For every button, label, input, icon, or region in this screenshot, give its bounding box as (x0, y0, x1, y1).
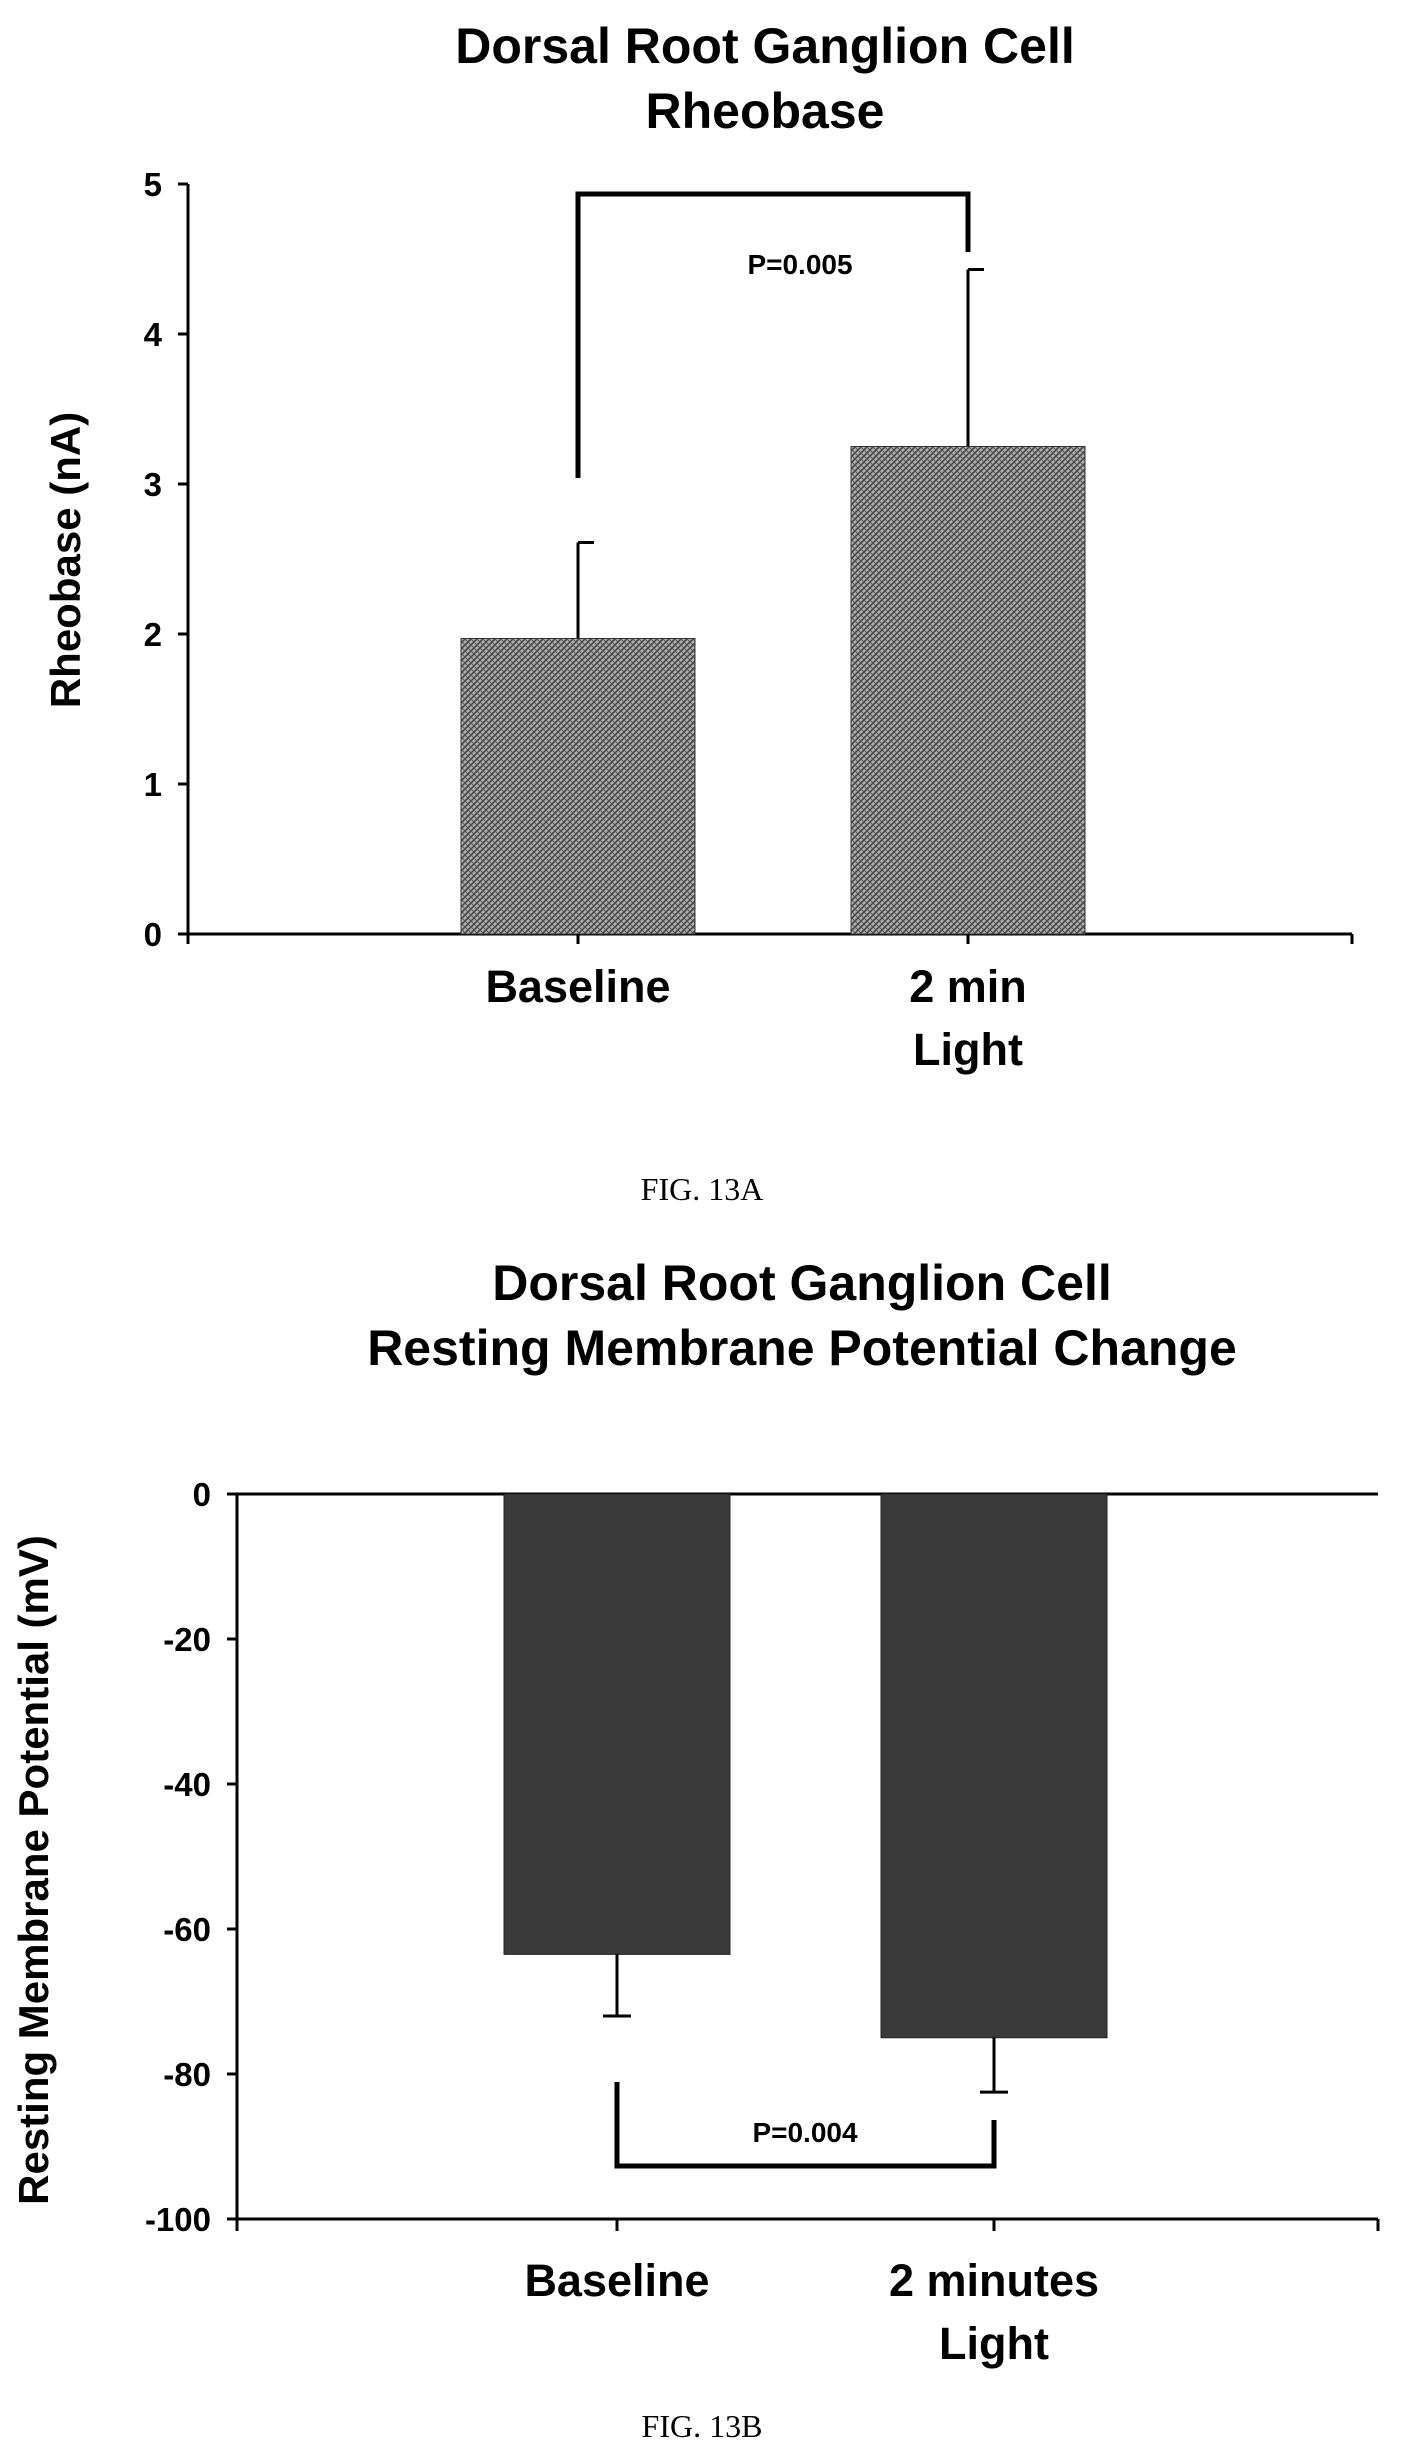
chart-b-y-tick-label: -80 (163, 2056, 211, 2093)
chart-b-bar (880, 1493, 1108, 2039)
chart-a-category-label: Light (913, 1024, 1023, 1075)
chart-a-significance-bracket (575, 191, 971, 478)
chart-a-y-tick-label: 3 (144, 466, 162, 503)
chart-a-category-label: 2 min (909, 961, 1027, 1012)
chart-b-significance-bracket (614, 2082, 997, 2169)
chart-a-category-label: Baseline (485, 961, 670, 1012)
chart-a-title-line-2: Rheobase (646, 83, 885, 139)
chart-a-bar (460, 638, 696, 935)
figure-a-caption: FIG. 13A (641, 1171, 764, 1207)
chart-b-title-line-1: Dorsal Root Ganglion Cell (492, 1255, 1111, 1311)
chart-a-y-tick-label: 1 (144, 766, 162, 803)
chart-b-y-axis-label: Resting Membrane Potential (mV) (10, 1535, 57, 2205)
chart-a-bar (850, 446, 1086, 935)
chart-resting-membrane-potential: Dorsal Root Ganglion Cell Resting Membra… (10, 1255, 1380, 2444)
chart-b-bar (503, 1493, 731, 1955)
chart-b-y-tick-label: -60 (163, 1911, 211, 1948)
chart-rheobase: Dorsal Root Ganglion Cell Rheobase Rheob… (42, 18, 1354, 1207)
chart-a-y-tick-label: 4 (144, 316, 163, 353)
chart-a-y-tick-label: 2 (144, 616, 162, 653)
chart-b-y-tick-label: 0 (193, 1476, 211, 1513)
chart-b-significance-label: P=0.004 (752, 2117, 858, 2148)
chart-b-category-label: Light (939, 2318, 1049, 2369)
figure-b-caption: FIG. 13B (642, 2408, 763, 2444)
chart-a-significance-label: P=0.005 (747, 249, 852, 280)
chart-b-y-tick-label: -40 (163, 1766, 211, 1803)
chart-a-y-tick-label: 5 (144, 166, 162, 203)
chart-b-title-line-2: Resting Membrane Potential Change (367, 1320, 1237, 1376)
chart-a-title-line-1: Dorsal Root Ganglion Cell (455, 18, 1074, 74)
chart-a-y-tick-label: 0 (144, 916, 162, 953)
chart-b-y-tick-label: -20 (163, 1621, 211, 1658)
chart-b-category-label: 2 minutes (889, 2255, 1099, 2306)
chart-b-category-label: Baseline (524, 2255, 709, 2306)
chart-a-y-axis-label: Rheobase (nA) (42, 412, 89, 708)
chart-b-y-tick-label: -100 (145, 2201, 211, 2238)
